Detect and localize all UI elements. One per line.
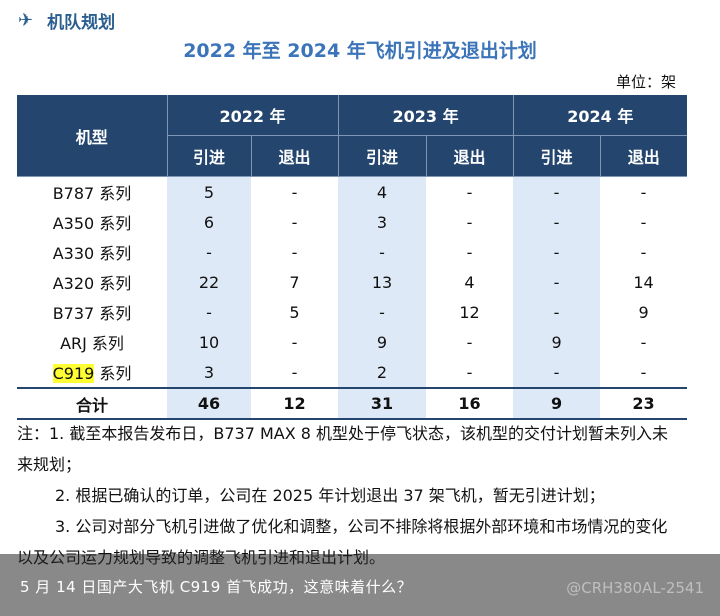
table-row: A350 系列 6 - 3 - - - xyxy=(17,207,687,237)
column-header-year: 2023 年 xyxy=(338,95,514,136)
model-cell: A330 系列 xyxy=(52,244,132,263)
value-cell: - xyxy=(466,332,473,352)
table-row-total: 合计 46 12 31 16 9 23 xyxy=(17,387,688,420)
column-header-intro: 引进 xyxy=(338,135,427,177)
document-title: 2022 年至 2024 年飞机引进及退出计划 xyxy=(183,40,537,62)
column-header-year: 2022 年 xyxy=(167,95,339,136)
value-cell: - xyxy=(640,362,647,382)
section-title: 机队规划 xyxy=(47,12,116,33)
value-cell: 2 xyxy=(338,357,427,388)
value-cell: - xyxy=(466,182,473,202)
total-cell: 31 xyxy=(338,387,427,420)
value-cell: - xyxy=(291,212,298,232)
column-header-intro: 引进 xyxy=(167,135,252,177)
watermark: @CRH380AL-2541 xyxy=(566,579,704,597)
value-cell: 4 xyxy=(338,176,427,207)
column-header-model: 机型 xyxy=(17,95,168,177)
fleet-plan-table: 机型 2022 年 2023 年 2024 年 引进 退出 引进 退出 引进 退… xyxy=(17,95,688,420)
value-cell: - xyxy=(513,357,601,388)
total-cell: 9 xyxy=(513,387,601,420)
note-2: 2. 根据已确认的订单，公司在 2025 年计划退出 37 架飞机，暂无引进计划… xyxy=(55,486,605,505)
model-cell: A320 系列 xyxy=(52,274,132,293)
section-header: ✈ 机队规划 xyxy=(18,6,115,34)
value-cell: 12 xyxy=(459,302,480,322)
model-cell: B787 系列 xyxy=(52,184,132,203)
value-cell: 9 xyxy=(638,302,649,322)
value-cell: - xyxy=(513,267,601,297)
value-cell: - xyxy=(291,242,298,262)
value-cell: - xyxy=(640,212,647,232)
unit-label: 单位：架 xyxy=(615,73,676,91)
value-cell: 3 xyxy=(338,207,427,237)
value-cell: 13 xyxy=(338,267,427,297)
note-1: 注：1. 截至本报告发布日，B737 MAX 8 机型处于停飞状态，该机型的交付… xyxy=(17,424,669,474)
table-row: B787 系列 5 - 4 - - - xyxy=(17,176,687,207)
model-cell: A350 系列 xyxy=(52,214,132,233)
value-cell: - xyxy=(640,332,647,352)
total-label: 合计 xyxy=(17,387,167,420)
value-cell: - xyxy=(291,332,298,352)
total-cell: 23 xyxy=(600,387,688,420)
total-cell: 16 xyxy=(426,387,514,420)
table-row-c919: C919 系列 3 - 2 - - - xyxy=(17,357,687,388)
value-cell: - xyxy=(466,212,473,232)
value-cell: - xyxy=(291,362,298,382)
value-cell: 10 xyxy=(167,327,251,357)
value-cell: 5 xyxy=(289,302,300,322)
value-cell: - xyxy=(513,176,601,207)
value-cell: 3 xyxy=(167,357,251,388)
column-header-retire: 退出 xyxy=(426,135,514,177)
model-suffix: 系列 xyxy=(94,364,132,383)
value-cell: - xyxy=(640,182,647,202)
value-cell: - xyxy=(167,297,251,327)
total-cell: 12 xyxy=(251,387,339,420)
value-cell: - xyxy=(466,242,473,262)
table-row: B737 系列 - 5 - 12 - 9 xyxy=(17,297,687,327)
value-cell: 9 xyxy=(338,327,427,357)
value-cell: - xyxy=(167,237,251,267)
value-cell: - xyxy=(338,297,427,327)
total-cell: 46 xyxy=(167,387,251,420)
model-cell: ARJ 系列 xyxy=(60,334,124,353)
value-cell: 6 xyxy=(167,207,251,237)
column-header-intro: 引进 xyxy=(513,135,601,177)
value-cell: - xyxy=(291,182,298,202)
value-cell: - xyxy=(338,237,427,267)
column-header-retire: 退出 xyxy=(251,135,339,177)
table-row: A320 系列 22 7 13 4 - 14 xyxy=(17,267,687,297)
table-row: ARJ 系列 10 - 9 - 9 - xyxy=(17,327,687,357)
value-cell: 14 xyxy=(633,272,654,292)
column-header-retire: 退出 xyxy=(600,135,688,177)
value-cell: - xyxy=(640,242,647,262)
value-cell: 9 xyxy=(513,327,601,357)
value-cell: - xyxy=(466,362,473,382)
value-cell: 22 xyxy=(167,267,251,297)
value-cell: - xyxy=(513,207,601,237)
model-cell: C919 系列 xyxy=(17,357,167,388)
value-cell: 7 xyxy=(289,272,300,292)
footnotes: 注：1. 截至本报告发布日，B737 MAX 8 机型处于停飞状态，该机型的交付… xyxy=(17,418,679,573)
value-cell: - xyxy=(513,297,601,327)
caption-overlay xyxy=(0,554,720,616)
table-row: A330 系列 - - - - - - xyxy=(17,237,687,267)
value-cell: - xyxy=(513,237,601,267)
column-header-year: 2024 年 xyxy=(513,95,688,136)
value-cell: 4 xyxy=(464,272,475,292)
value-cell: 5 xyxy=(167,176,251,207)
c919-highlight: C919 xyxy=(52,364,95,383)
caption-text: 5 月 14 日国产大飞机 C919 首飞成功，这意味着什么？ xyxy=(20,578,413,596)
model-cell: B737 系列 xyxy=(52,304,132,323)
airplane-icon: ✈ xyxy=(18,9,34,31)
